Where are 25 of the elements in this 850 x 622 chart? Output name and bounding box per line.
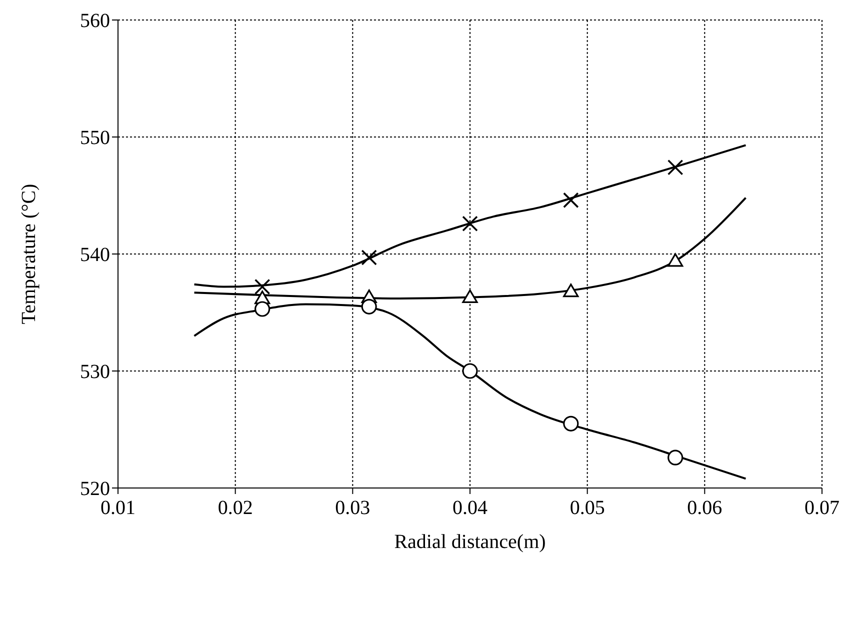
point: [563, 284, 579, 298]
point: [361, 250, 377, 266]
x-tick-label: 0.03: [335, 497, 370, 520]
point: [462, 216, 478, 232]
x-axis-title: Radial distance(m): [394, 531, 546, 553]
point: [667, 160, 684, 176]
y-tick-label: 540: [80, 244, 110, 266]
x-tick-label: 0.07: [804, 497, 840, 520]
point: [254, 278, 270, 295]
x-tick-label: 0.05: [570, 497, 605, 520]
point: [668, 253, 684, 267]
point: [462, 363, 478, 379]
y-tick-label: 530: [80, 361, 110, 384]
x-tick-label: 0.02: [218, 497, 253, 520]
y-tick-label: 550: [80, 127, 110, 150]
y-axis-title: Temperature (°C): [18, 184, 40, 324]
point: [563, 416, 579, 432]
y-tick-label: 560: [80, 10, 110, 32]
point: [668, 450, 684, 466]
point: [462, 289, 478, 303]
point: [254, 301, 270, 317]
point: [563, 192, 579, 208]
x-tick-label: 0.06: [687, 497, 722, 520]
x-tick-label: 0.04: [452, 497, 488, 520]
point: [361, 298, 377, 314]
